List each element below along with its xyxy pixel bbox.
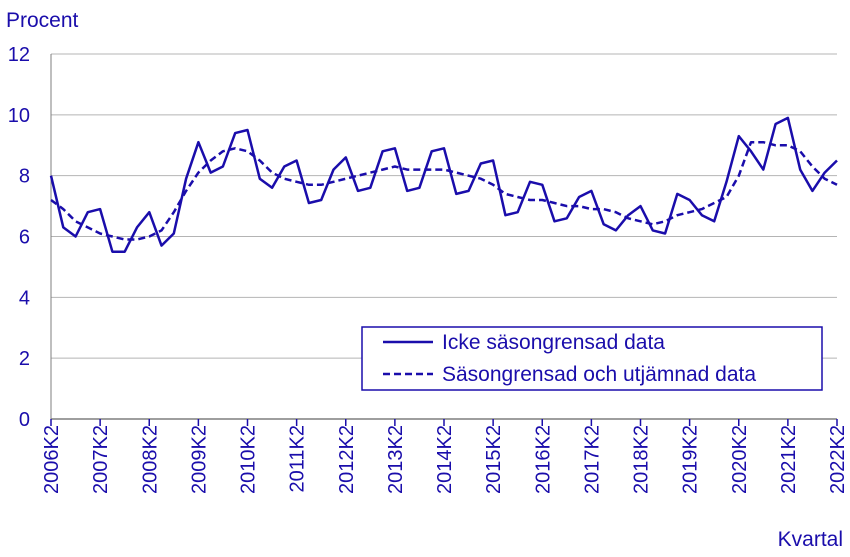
legend-box xyxy=(361,326,823,391)
x-tick-label-2017K2: 2017K2 xyxy=(581,425,603,494)
series-line-1 xyxy=(50,140,838,241)
legend-label-1: Säsongrensad och utjämnad data xyxy=(442,363,756,386)
x-tick-label-2008K2: 2008K2 xyxy=(139,425,161,494)
y-tick-label-2: 2 xyxy=(19,348,30,370)
y-tick-label-4: 4 xyxy=(19,287,30,309)
x-tick-label-2016K2: 2016K2 xyxy=(532,425,554,494)
x-axis: 2006K2 2007K2 2008K2 2009K2 2010K2 2011K2 2012… xyxy=(41,54,849,494)
x-tick-label-2019K2: 2019K2 xyxy=(680,425,702,494)
x-tick-label-2009K2: 2009K2 xyxy=(188,425,210,494)
y-tick-label-10: 10 xyxy=(8,105,30,127)
y-tick-label-6: 6 xyxy=(19,227,30,249)
x-axis-title: Kvartal xyxy=(778,528,843,551)
x-tick-label-2015K2: 2015K2 xyxy=(483,425,505,494)
y-axis-tick-labels: 0 2 4 6 8 10 12 xyxy=(8,44,30,431)
x-tick-label-2007K2: 2007K2 xyxy=(90,425,112,494)
x-tick-label-2020K2: 2020K2 xyxy=(729,425,751,494)
x-tick-label-2022K2: 2022K2 xyxy=(827,425,849,494)
y-tick-label-12: 12 xyxy=(8,44,30,66)
series-line-0 xyxy=(49,116,838,253)
legend: Icke säsongrensad data Säsongrensad och … xyxy=(361,326,823,391)
y-axis-title: Procent xyxy=(6,9,79,32)
data-series xyxy=(49,116,838,253)
x-tick-label-2011K2: 2011K2 xyxy=(287,425,309,492)
x-tick-label-2012K2: 2012K2 xyxy=(336,425,358,494)
x-tick-label-2018K2: 2018K2 xyxy=(631,425,653,494)
x-tick-label-2014K2: 2014K2 xyxy=(434,425,456,494)
x-tick-label-2021K2: 2021K2 xyxy=(778,425,800,494)
x-tick-label-2013K2: 2013K2 xyxy=(385,425,407,494)
legend-label-0: Icke säsongrensad data xyxy=(442,331,665,354)
x-tick-label-2006K2: 2006K2 xyxy=(41,425,63,494)
x-tick-label-2010K2: 2010K2 xyxy=(238,425,260,494)
y-tick-label-0: 0 xyxy=(19,409,30,431)
y-tick-label-8: 8 xyxy=(19,166,30,188)
